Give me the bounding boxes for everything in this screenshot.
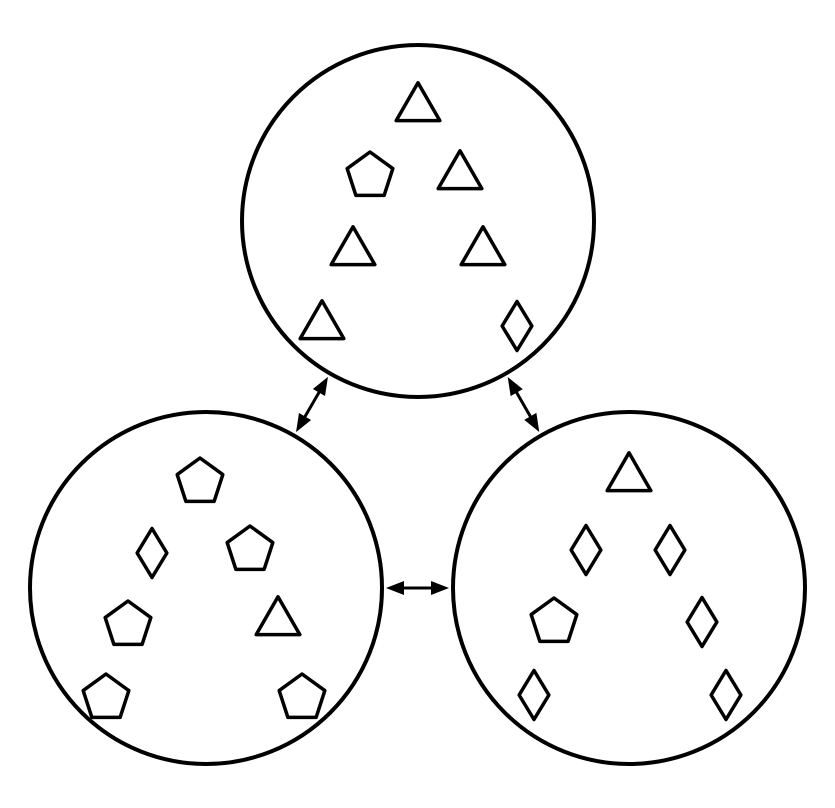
edge-left-right (386, 581, 449, 595)
diagram-canvas (0, 0, 835, 808)
edge-top-right (508, 377, 540, 432)
edge-top-left (296, 377, 328, 432)
node-circle-right (453, 412, 805, 764)
node-circle-top (242, 45, 594, 397)
nodes-layer (30, 45, 805, 764)
node-circle-left (30, 412, 382, 764)
